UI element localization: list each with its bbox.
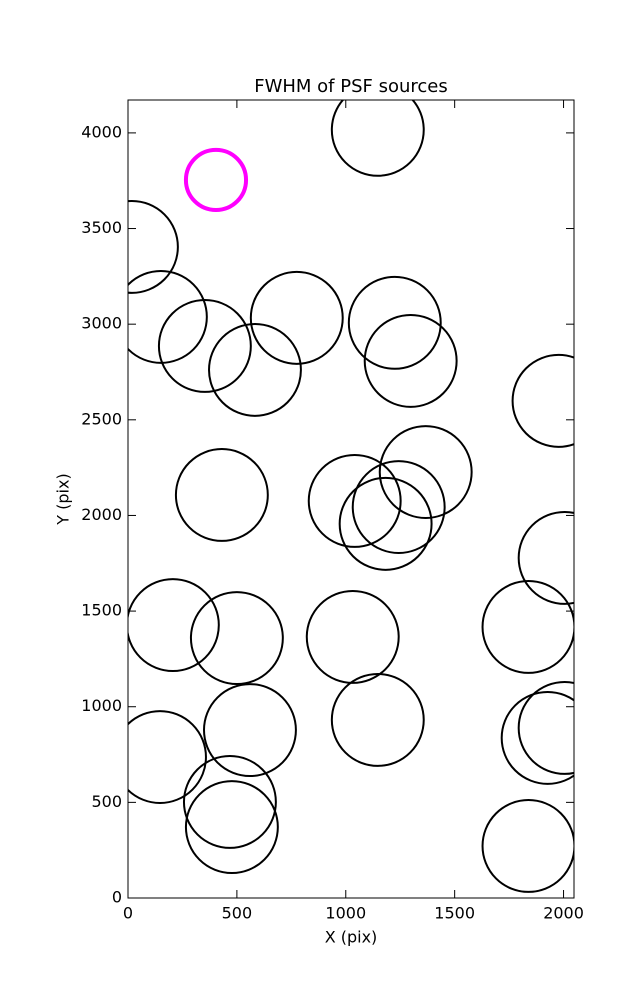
x-tick-label: 1500 bbox=[434, 904, 475, 923]
source-circle bbox=[128, 578, 220, 672]
source-circle bbox=[189, 591, 284, 686]
source-circle bbox=[249, 270, 344, 365]
y-tick-label: 0 bbox=[112, 888, 122, 907]
source-circle bbox=[128, 199, 179, 294]
y-tick-label: 4000 bbox=[81, 122, 122, 141]
x-axis-label: X (pix) bbox=[325, 928, 378, 947]
source-circle bbox=[517, 510, 574, 605]
y-tick-label: 2500 bbox=[81, 409, 122, 428]
source-circle bbox=[307, 453, 402, 548]
y-tick-label: 500 bbox=[91, 792, 122, 811]
y-tick-label: 3500 bbox=[81, 218, 122, 237]
source-circle bbox=[184, 780, 279, 874]
source-circle bbox=[128, 710, 207, 804]
source-circle bbox=[511, 353, 574, 448]
source-circle bbox=[517, 681, 574, 775]
source-circle bbox=[347, 275, 442, 370]
y-axis-label: Y (pix) bbox=[54, 473, 73, 525]
source-circle bbox=[378, 425, 473, 519]
source-circle bbox=[174, 448, 269, 542]
source-circle bbox=[157, 299, 252, 393]
y-tick-label: 3000 bbox=[81, 314, 122, 333]
y-tick-label: 2000 bbox=[81, 505, 122, 524]
source-circle bbox=[481, 580, 574, 674]
source-circle bbox=[338, 476, 433, 571]
source-circle bbox=[183, 147, 249, 213]
y-tick-label: 1500 bbox=[81, 601, 122, 620]
source-circle bbox=[203, 683, 297, 778]
source-circle bbox=[330, 672, 425, 767]
chart-title: FWHM of PSF sources bbox=[254, 76, 448, 97]
source-circle bbox=[481, 799, 574, 893]
x-tick-label: 500 bbox=[222, 904, 253, 923]
plot-area bbox=[128, 100, 574, 893]
source-circle bbox=[330, 100, 425, 177]
plot-frame bbox=[127, 99, 575, 899]
source-circle bbox=[182, 755, 277, 849]
x-tick-label: 2000 bbox=[543, 904, 584, 923]
x-tick-label: 0 bbox=[123, 904, 133, 923]
y-tick-label: 1000 bbox=[81, 696, 122, 715]
x-tick-label: 1000 bbox=[325, 904, 366, 923]
source-circle bbox=[363, 313, 458, 408]
source-circle bbox=[305, 589, 400, 684]
source-circle bbox=[500, 690, 574, 785]
source-circle bbox=[128, 269, 208, 364]
source-circle bbox=[208, 322, 302, 417]
source-circle bbox=[351, 460, 446, 554]
